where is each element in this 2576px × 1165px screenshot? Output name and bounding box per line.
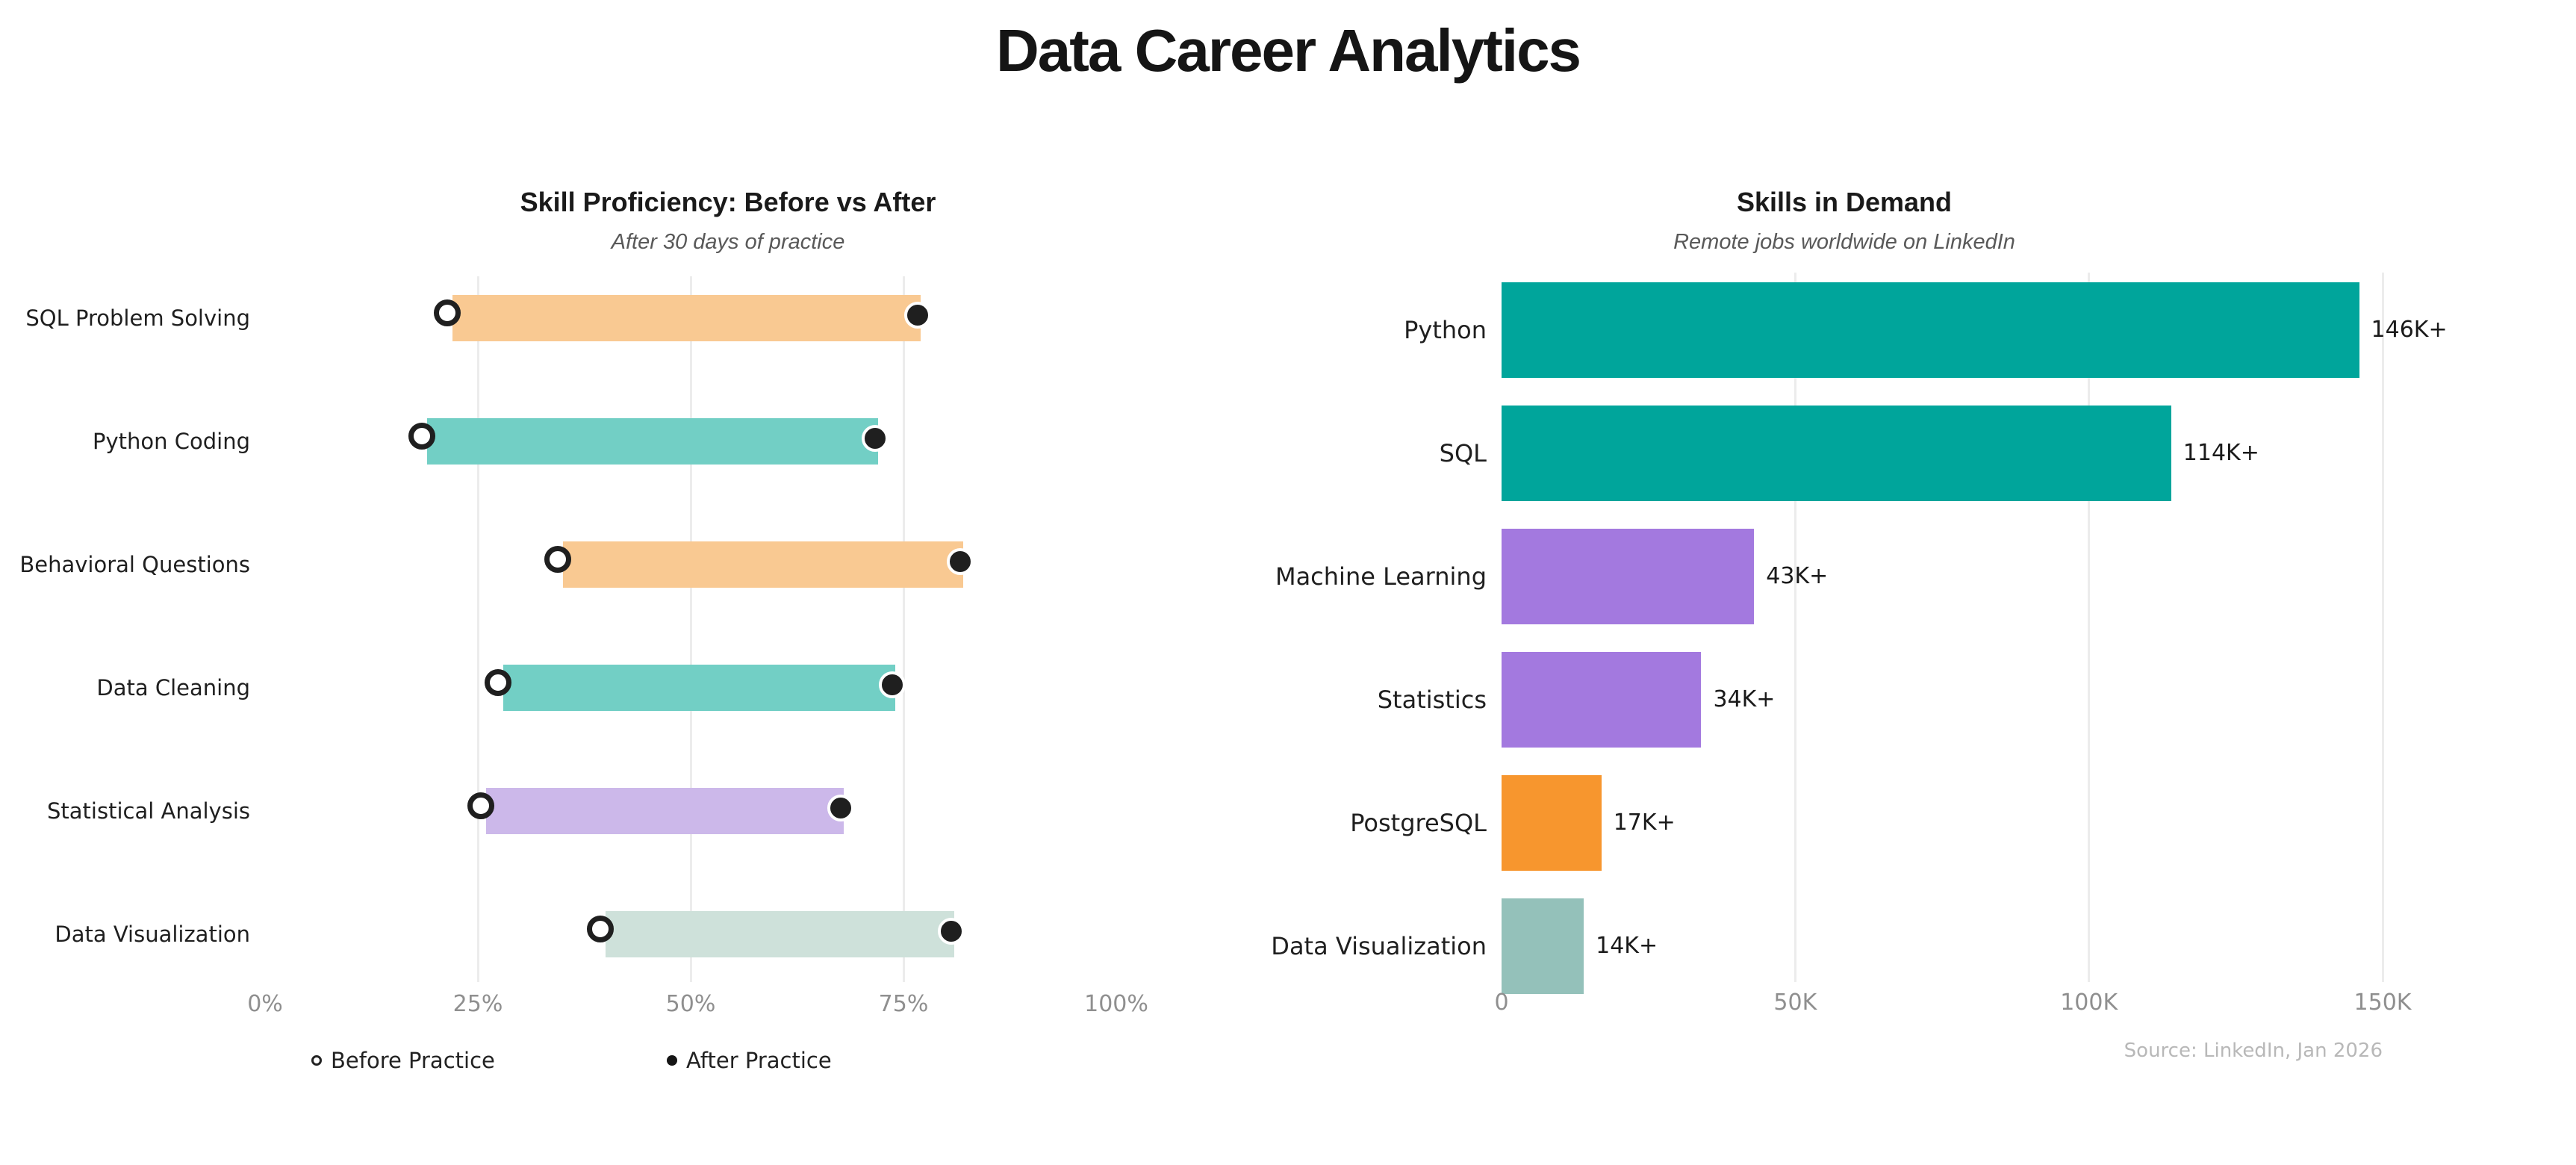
category-label: Python: [1404, 316, 1487, 344]
range-bar: [563, 541, 963, 588]
value-label: 14K+: [1596, 933, 1658, 959]
x-tick: 25%: [452, 991, 503, 1017]
legend-item-before: Before Practice: [311, 1044, 495, 1077]
demand-x-axis: 0 50K 100K 150K: [1494, 988, 2411, 1018]
open-circle-icon: [311, 1055, 322, 1066]
range-bar: [426, 418, 878, 465]
demand-bar: [1502, 898, 1584, 994]
x-tick: 100K: [2060, 990, 2118, 1016]
gridline: [2381, 273, 2384, 982]
demand-bar: [1502, 529, 1755, 624]
category-label: Statistical Analysis: [47, 798, 250, 824]
demand-bar: [1502, 652, 1702, 748]
value-label: 146K+: [2371, 317, 2448, 343]
x-tick: 50K: [1773, 990, 1817, 1016]
skill-chart-subtitle: After 30 days of practice: [611, 230, 845, 254]
gridline: [476, 276, 479, 982]
x-tick: 0%: [247, 991, 283, 1017]
category-label: Statistics: [1377, 686, 1487, 714]
x-tick: 50%: [665, 991, 716, 1017]
gridline: [2088, 273, 2091, 982]
legend-item-after: After Practice: [667, 1044, 832, 1077]
after-dot: [946, 548, 974, 575]
value-label: 114K+: [2183, 440, 2259, 466]
category-label: Python Coding: [93, 429, 250, 454]
category-label: PostgreSQL: [1350, 809, 1487, 837]
x-tick: 0: [1494, 990, 1509, 1016]
value-label: 43K+: [1766, 563, 1829, 589]
after-dot: [878, 671, 906, 698]
x-tick: 150K: [2353, 990, 2412, 1016]
demand-bar: [1502, 282, 2359, 378]
demand-bar: [1502, 406, 2171, 501]
bar-plot: Python 146K+ SQL 114K+ Machine Learning 43K+ S…: [1271, 273, 2448, 994]
source-note: Source: LinkedIn, Jan 2026: [2124, 1040, 2383, 1062]
range-bar: [606, 911, 955, 957]
demand-bar: [1502, 775, 1602, 871]
before-dot: [544, 546, 571, 573]
category-label: Data Cleaning: [96, 675, 250, 700]
demand-chart-subtitle: Remote jobs worldwide on LinkedIn: [1673, 230, 2015, 254]
before-dot: [587, 916, 614, 942]
value-label: 17K+: [1613, 810, 1676, 836]
after-dot: [938, 918, 965, 945]
before-dot: [467, 792, 495, 819]
filled-circle-icon: [667, 1055, 677, 1066]
gridline: [902, 276, 905, 982]
after-dot: [903, 302, 931, 329]
range-bar: [452, 295, 921, 341]
x-tick: 75%: [878, 991, 929, 1017]
category-label: Data Visualization: [55, 922, 250, 947]
x-tick: 100%: [1084, 991, 1148, 1017]
range-bar: [486, 788, 844, 834]
skill-chart-title: Skill Proficiency: Before vs After: [520, 187, 936, 217]
legend-label-before: Before Practice: [331, 1048, 495, 1073]
legend-label-after: After Practice: [686, 1048, 832, 1073]
value-label: 34K+: [1713, 686, 1776, 712]
gridline: [689, 276, 692, 982]
before-dot: [433, 299, 461, 326]
gridline: [1793, 273, 1796, 982]
category-label: Data Visualization: [1271, 932, 1487, 960]
skill-legend: Before Practice After Practice: [265, 1044, 1116, 1077]
dumbbell-plot: SQL Problem Solving Python Coding Behavior…: [19, 276, 1116, 982]
before-dot: [485, 669, 512, 696]
skill-x-axis: 0% 25% 50% 75% 100%: [247, 990, 1148, 1019]
after-dot: [861, 425, 889, 452]
category-label: Behavioral Questions: [19, 552, 250, 577]
category-label: SQL Problem Solving: [25, 305, 250, 331]
page-title: Data Career Analytics: [995, 17, 1581, 84]
after-dot: [827, 795, 855, 821]
category-label: SQL: [1439, 439, 1487, 467]
category-label: Machine Learning: [1275, 562, 1487, 591]
before-dot: [408, 423, 435, 450]
range-bar: [503, 665, 895, 711]
demand-chart-title: Skills in Demand: [1736, 187, 1953, 217]
